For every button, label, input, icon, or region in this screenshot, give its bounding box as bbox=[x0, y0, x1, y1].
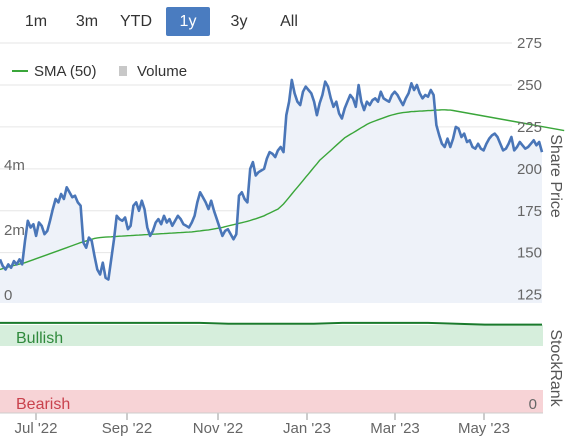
legend-volume-swatch bbox=[119, 66, 127, 76]
bearish-band bbox=[0, 390, 543, 413]
bullish-band bbox=[0, 325, 543, 346]
x-tick-label: Nov '22 bbox=[193, 420, 243, 436]
price-axis-title: Share Price bbox=[547, 134, 564, 218]
range-button-1m[interactable]: 1m bbox=[24, 13, 48, 30]
price-tick-label: 200 bbox=[517, 161, 542, 178]
price-tick-label: 125 bbox=[517, 287, 542, 304]
x-tick-label: Sep '22 bbox=[102, 420, 152, 436]
range-button-1y[interactable]: 1y bbox=[166, 7, 210, 36]
volume-tick-label: 0 bbox=[4, 287, 12, 304]
volume-tick-label: 2m bbox=[4, 222, 25, 239]
range-button-3m[interactable]: 3m bbox=[75, 13, 99, 30]
sma-line bbox=[0, 109, 565, 271]
legend-sma-label: SMA (50) bbox=[34, 63, 97, 80]
legend: SMA (50) Volume bbox=[12, 63, 187, 80]
price-tick-label: 250 bbox=[517, 77, 542, 94]
price-axis: 125 150 175 200 225 250 275 bbox=[517, 35, 542, 304]
bullish-label: Bullish bbox=[16, 330, 63, 347]
bearish-label: Bearish bbox=[16, 396, 70, 413]
range-button-ytd[interactable]: YTD bbox=[120, 13, 152, 30]
price-tick-label: 225 bbox=[517, 119, 542, 136]
range-button-all[interactable]: All bbox=[280, 13, 298, 30]
x-tick-label: Mar '23 bbox=[370, 420, 420, 436]
stockrank-line bbox=[0, 321, 542, 326]
price-area-fill bbox=[0, 79, 542, 304]
price-line bbox=[0, 78, 544, 281]
stockrank-panel: Bullish Bearish 0 StockRank bbox=[0, 321, 564, 413]
range-selector: 1m 3m YTD 1y 3y All bbox=[0, 0, 577, 44]
x-tick-label: Jan '23 bbox=[283, 420, 331, 436]
stockrank-axis-title: StockRank bbox=[547, 329, 564, 407]
legend-volume-label: Volume bbox=[137, 63, 187, 80]
volume-axis: 0 2m 4m bbox=[4, 157, 25, 304]
range-button-3y[interactable]: 3y bbox=[230, 13, 248, 30]
x-tick-label: Jul '22 bbox=[15, 420, 58, 436]
stockrank-zero-tick: 0 bbox=[529, 396, 537, 413]
x-tick-label: May '23 bbox=[458, 420, 510, 436]
price-tick-label: 175 bbox=[517, 203, 542, 220]
price-tick-label: 150 bbox=[517, 245, 542, 262]
price-tick-label: 275 bbox=[517, 35, 542, 52]
x-axis: Jul '22 Sep '22 Nov '22 Jan '23 Mar '23 May '… bbox=[0, 412, 543, 436]
volume-tick-label: 4m bbox=[4, 157, 25, 174]
